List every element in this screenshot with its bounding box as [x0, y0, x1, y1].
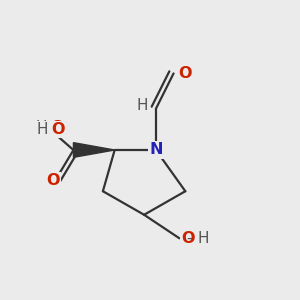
Text: O: O: [51, 122, 65, 137]
Text: O: O: [50, 120, 63, 135]
Text: H: H: [35, 120, 47, 135]
Text: O: O: [181, 231, 194, 246]
Polygon shape: [74, 142, 115, 158]
Text: O: O: [178, 66, 192, 81]
Text: N: N: [149, 142, 163, 158]
Text: O: O: [46, 173, 60, 188]
Text: H: H: [197, 231, 208, 246]
Text: -: -: [186, 231, 192, 246]
Text: H: H: [137, 98, 148, 113]
Text: H: H: [37, 122, 48, 137]
